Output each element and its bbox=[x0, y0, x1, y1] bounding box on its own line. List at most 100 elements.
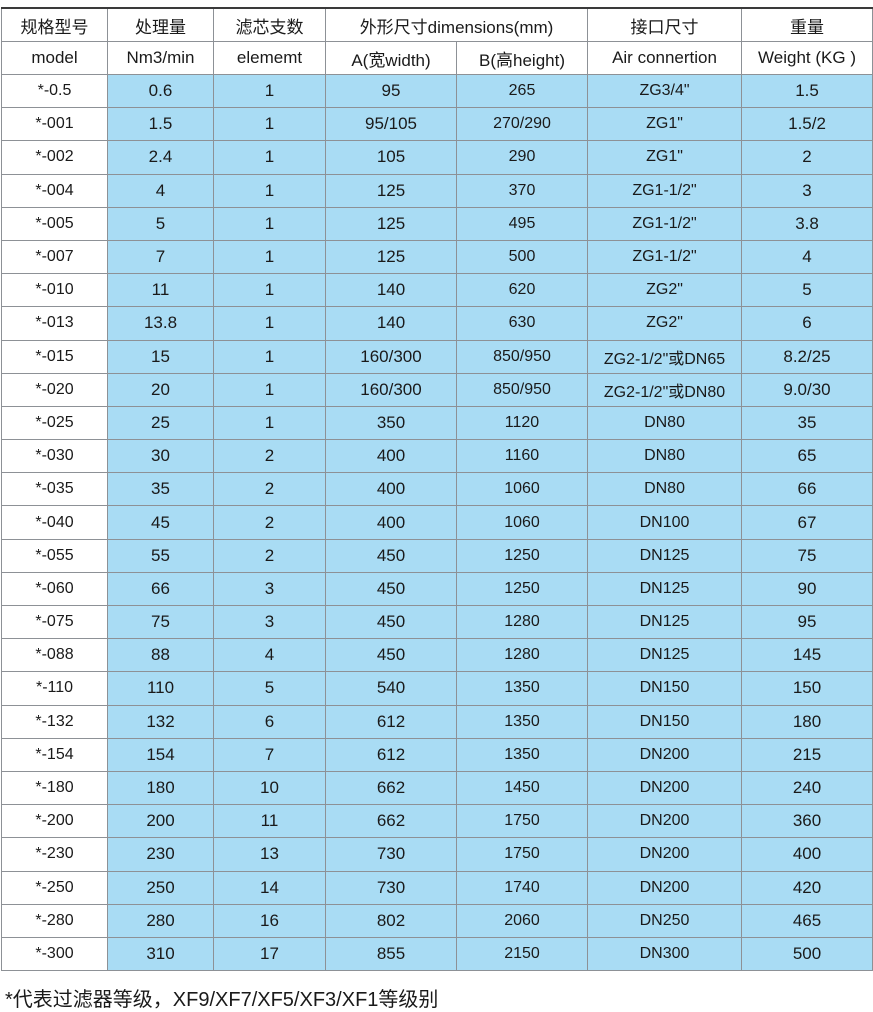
header-weight-cn: 重量 bbox=[741, 7, 873, 42]
cell-air: ZG1-1/2" bbox=[587, 239, 743, 275]
cell-height: 1250 bbox=[455, 538, 589, 573]
subheader-flow: Nm3/min bbox=[107, 41, 214, 75]
cell-height: 1750 bbox=[455, 804, 589, 839]
cell-height: 270/290 bbox=[455, 107, 589, 142]
cell-flow: 0.6 bbox=[107, 73, 214, 109]
cell-model: *-001 bbox=[1, 107, 108, 142]
table-row: *-075 75 3 450 1280 DN125 95 bbox=[1, 604, 873, 640]
cell-width: 855 bbox=[325, 936, 457, 972]
cell-air: DN125 bbox=[587, 538, 743, 573]
cell-width: 662 bbox=[325, 804, 457, 839]
table-row: *-001 1.5 1 95/105 270/290 ZG1" 1.5/2 bbox=[1, 107, 873, 142]
cell-element: 16 bbox=[213, 903, 326, 938]
cell-element: 17 bbox=[213, 936, 326, 972]
cell-air: ZG2" bbox=[587, 273, 743, 308]
table-row: *-154 154 7 612 1350 DN200 215 bbox=[1, 737, 873, 772]
cell-model: *-0.5 bbox=[1, 73, 108, 109]
cell-element: 3 bbox=[213, 571, 326, 607]
header-row-group: 规格型号 处理量 滤芯支数 外形尺寸dimensions(mm) 接口尺寸 重量 bbox=[1, 7, 873, 42]
cell-weight: 465 bbox=[741, 903, 873, 938]
table-row: *-250 250 14 730 1740 DN200 420 bbox=[1, 870, 873, 905]
table-row: *-280 280 16 802 2060 DN250 465 bbox=[1, 903, 873, 938]
table-row: *-055 55 2 450 1250 DN125 75 bbox=[1, 538, 873, 573]
cell-weight: 9.0/30 bbox=[741, 372, 873, 407]
cell-air: ZG1-1/2" bbox=[587, 206, 743, 241]
cell-element: 1 bbox=[213, 107, 326, 142]
cell-model: *-002 bbox=[1, 140, 108, 175]
cell-width: 160/300 bbox=[325, 339, 457, 374]
cell-width: 450 bbox=[325, 571, 457, 607]
cell-model: *-040 bbox=[1, 505, 108, 540]
table-row: *-005 5 1 125 495 ZG1-1/2" 3.8 bbox=[1, 206, 873, 241]
cell-flow: 55 bbox=[107, 538, 214, 573]
cell-weight: 8.2/25 bbox=[741, 339, 873, 374]
table-row: *-110 110 5 540 1350 DN150 150 bbox=[1, 671, 873, 706]
subheader-weight: Weight (KG ) bbox=[741, 41, 873, 75]
subheader-model: model bbox=[1, 41, 108, 75]
table-row: *-007 7 1 125 500 ZG1-1/2" 4 bbox=[1, 239, 873, 275]
cell-height: 1740 bbox=[455, 870, 589, 905]
cell-model: *-154 bbox=[1, 737, 108, 772]
cell-flow: 250 bbox=[107, 870, 214, 905]
subheader-height: B(高height) bbox=[455, 41, 589, 75]
cell-height: 1160 bbox=[455, 439, 589, 474]
cell-height: 265 bbox=[455, 73, 589, 109]
cell-weight: 150 bbox=[741, 671, 873, 706]
table-header: 规格型号 处理量 滤芯支数 外形尺寸dimensions(mm) 接口尺寸 重量… bbox=[1, 7, 873, 75]
cell-height: 1350 bbox=[455, 704, 589, 739]
cell-air: DN125 bbox=[587, 638, 743, 673]
cell-flow: 4 bbox=[107, 173, 214, 208]
cell-height: 1350 bbox=[455, 737, 589, 772]
cell-width: 802 bbox=[325, 903, 457, 938]
header-air-cn: 接口尺寸 bbox=[587, 7, 743, 42]
cell-weight: 145 bbox=[741, 638, 873, 673]
subheader-width: A(宽width) bbox=[325, 41, 457, 75]
cell-height: 850/950 bbox=[455, 339, 589, 374]
cell-height: 495 bbox=[455, 206, 589, 241]
table-row: *-060 66 3 450 1250 DN125 90 bbox=[1, 571, 873, 607]
cell-model: *-005 bbox=[1, 206, 108, 241]
table-row: *-180 180 10 662 1450 DN200 240 bbox=[1, 770, 873, 806]
cell-model: *-075 bbox=[1, 604, 108, 640]
cell-weight: 66 bbox=[741, 472, 873, 507]
cell-element: 2 bbox=[213, 538, 326, 573]
cell-flow: 2.4 bbox=[107, 140, 214, 175]
cell-element: 1 bbox=[213, 73, 326, 109]
cell-flow: 66 bbox=[107, 571, 214, 607]
cell-weight: 1.5/2 bbox=[741, 107, 873, 142]
subheader-air: Air connertion bbox=[587, 41, 743, 75]
cell-weight: 180 bbox=[741, 704, 873, 739]
cell-element: 2 bbox=[213, 472, 326, 507]
cell-air: ZG2-1/2"或DN65 bbox=[587, 339, 743, 374]
cell-flow: 35 bbox=[107, 472, 214, 507]
cell-air: DN200 bbox=[587, 870, 743, 905]
header-row-sub: model Nm3/min elememt A(宽width) B(高heigh… bbox=[1, 41, 873, 75]
cell-model: *-020 bbox=[1, 372, 108, 407]
cell-model: *-060 bbox=[1, 571, 108, 607]
cell-height: 630 bbox=[455, 306, 589, 341]
cell-flow: 88 bbox=[107, 638, 214, 673]
cell-height: 1750 bbox=[455, 837, 589, 872]
cell-model: *-132 bbox=[1, 704, 108, 739]
cell-model: *-250 bbox=[1, 870, 108, 905]
cell-model: *-010 bbox=[1, 273, 108, 308]
cell-height: 1250 bbox=[455, 571, 589, 607]
cell-width: 400 bbox=[325, 439, 457, 474]
cell-air: DN200 bbox=[587, 804, 743, 839]
cell-model: *-200 bbox=[1, 804, 108, 839]
cell-flow: 75 bbox=[107, 604, 214, 640]
cell-weight: 6 bbox=[741, 306, 873, 341]
table-row: *-002 2.4 1 105 290 ZG1" 2 bbox=[1, 140, 873, 175]
cell-air: DN200 bbox=[587, 737, 743, 772]
cell-width: 540 bbox=[325, 671, 457, 706]
cell-flow: 7 bbox=[107, 239, 214, 275]
header-dimensions-cn: 外形尺寸dimensions(mm) bbox=[324, 7, 589, 42]
cell-flow: 30 bbox=[107, 439, 214, 474]
cell-weight: 2 bbox=[741, 140, 873, 175]
cell-air: DN80 bbox=[587, 405, 743, 441]
cell-width: 400 bbox=[325, 505, 457, 540]
cell-element: 1 bbox=[213, 405, 326, 441]
table-row: *-0.5 0.6 1 95 265 ZG3/4" 1.5 bbox=[1, 73, 873, 109]
subheader-element: elememt bbox=[213, 41, 326, 75]
